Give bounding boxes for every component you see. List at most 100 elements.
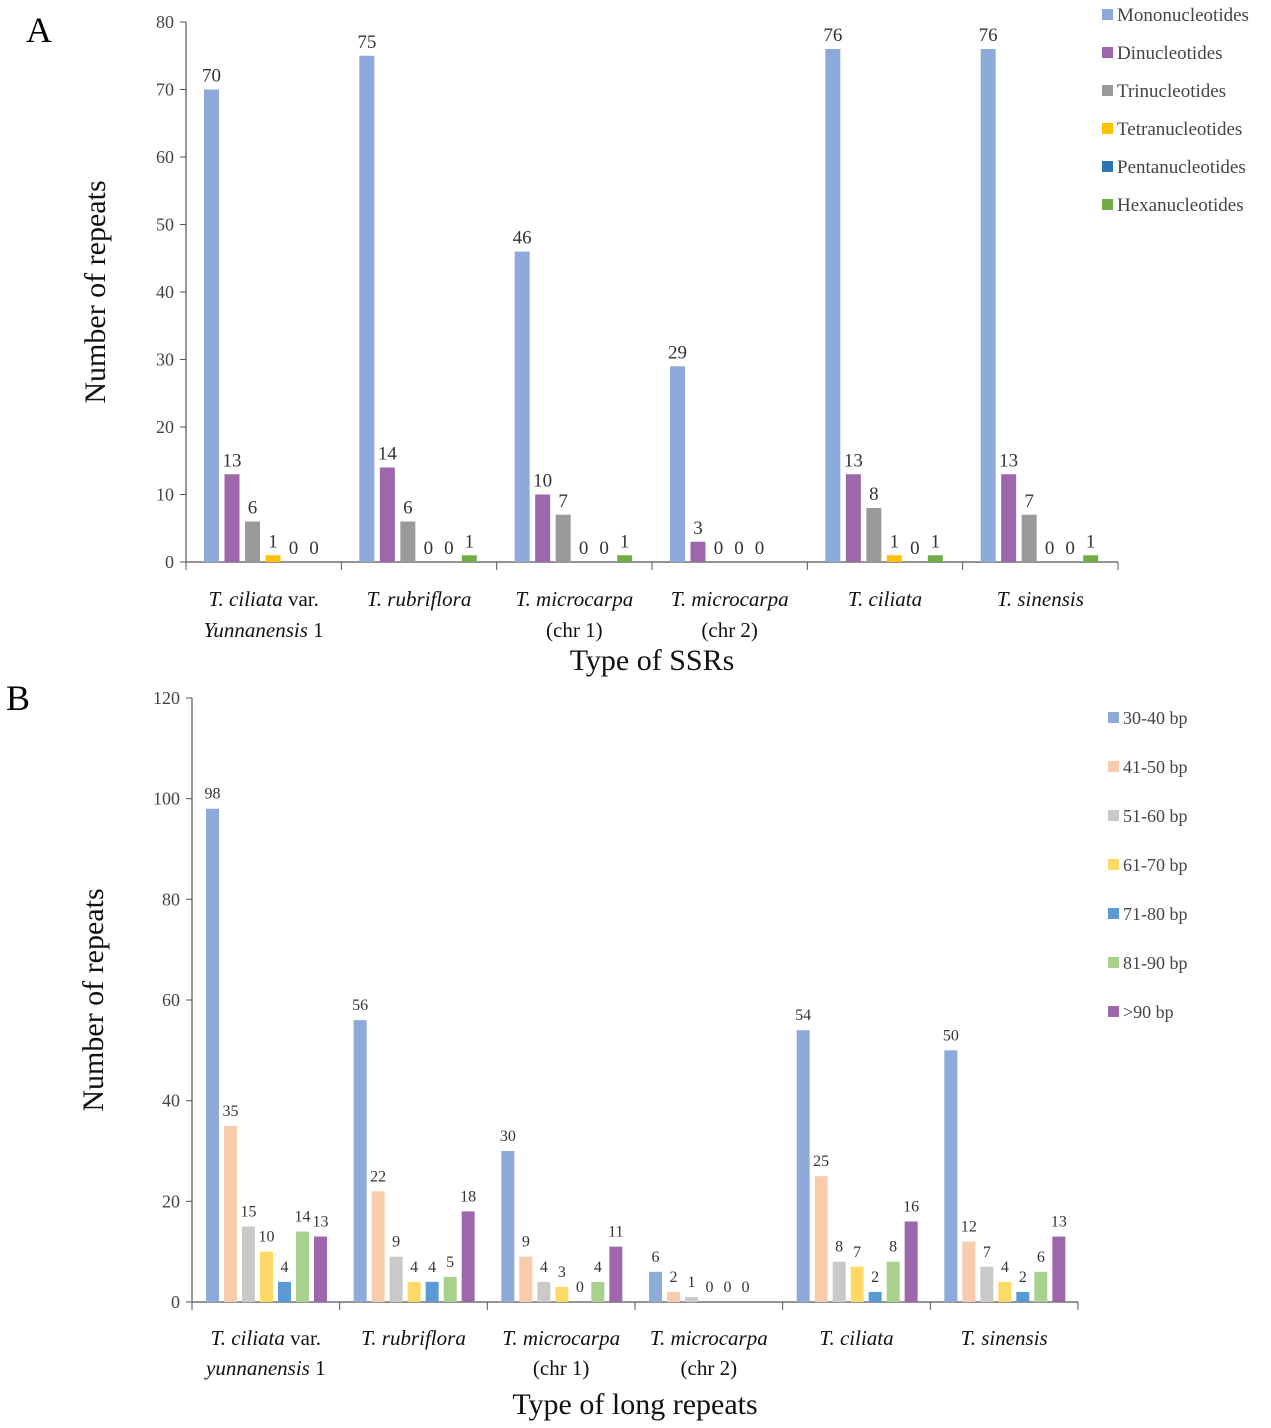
y-tick-label: 80	[156, 12, 174, 32]
bar	[944, 1050, 958, 1302]
bar	[832, 1261, 846, 1302]
bar	[314, 1236, 327, 1302]
y-tick-label: 40	[162, 1091, 180, 1111]
bar	[667, 1291, 680, 1302]
category-label: T. microcarpa	[671, 587, 789, 611]
category-label-part: 1	[308, 618, 324, 642]
data-label: 0	[1065, 538, 1075, 559]
data-label: 0	[309, 538, 319, 559]
bar	[1052, 1236, 1066, 1302]
data-label: 22	[370, 1168, 386, 1185]
bar	[845, 474, 861, 562]
category-label: T. rubriflora	[367, 587, 472, 611]
category-label: T. microcarpa	[515, 587, 633, 611]
category-label-part: T. microcarpa	[650, 1326, 768, 1350]
data-label: 5	[446, 1254, 454, 1271]
legend-label: 71-80 bp	[1123, 904, 1188, 924]
data-label: 16	[903, 1198, 919, 1215]
y-axis-title: Number of repeats	[79, 180, 112, 403]
category-label-part: var.	[285, 1326, 321, 1350]
data-label: 15	[241, 1204, 257, 1221]
data-label: 1	[1086, 531, 1096, 552]
bar	[796, 1030, 810, 1302]
bar	[425, 1281, 439, 1302]
legend-swatch	[1102, 85, 1113, 96]
bar	[980, 49, 996, 562]
data-label: 46	[513, 228, 532, 249]
data-label: 13	[223, 450, 242, 471]
legend-label: >90 bp	[1123, 1002, 1174, 1022]
bar	[519, 1256, 533, 1302]
bar	[461, 1211, 475, 1302]
data-label: 7	[853, 1244, 861, 1261]
bar	[371, 1191, 385, 1302]
data-label: 75	[357, 32, 376, 53]
bar	[998, 1281, 1012, 1302]
bar	[245, 521, 260, 562]
data-label: 50	[943, 1027, 959, 1044]
data-label: 0	[599, 538, 609, 559]
bar	[555, 1286, 569, 1302]
bar	[868, 1291, 882, 1302]
legend-swatch	[1108, 957, 1119, 968]
legend-label: 61-70 bp	[1123, 855, 1188, 875]
data-label: 0	[734, 538, 744, 559]
data-label: 0	[714, 538, 724, 559]
data-label: 3	[693, 518, 703, 539]
bar	[501, 1151, 515, 1302]
bar	[260, 1251, 273, 1302]
data-label: 1	[688, 1274, 696, 1291]
legend-label: Hexanucleotides	[1117, 195, 1244, 216]
legend-label: Mononucleotides	[1117, 5, 1249, 26]
bar	[278, 1281, 291, 1302]
legend-label: 81-90 bp	[1123, 953, 1188, 973]
y-tick-label: 100	[153, 789, 180, 809]
y-tick-label: 60	[156, 147, 174, 167]
data-label: 1	[931, 531, 941, 552]
data-label: 9	[392, 1234, 400, 1251]
category-label: T. microcarpa	[502, 1326, 620, 1350]
category-label-part: T. microcarpa	[502, 1326, 620, 1350]
legend-swatch	[1102, 9, 1113, 20]
bar	[379, 467, 395, 562]
bar	[400, 521, 416, 562]
data-label: 0	[289, 538, 299, 559]
category-label-part: 1	[310, 1356, 326, 1380]
data-label: 1	[465, 531, 475, 552]
category-label-part: (chr 1)	[546, 618, 603, 642]
legend-label: 30-40 bp	[1123, 708, 1188, 728]
bar	[904, 1221, 918, 1302]
bar	[461, 555, 477, 562]
data-label: 0	[742, 1279, 750, 1296]
bar	[591, 1281, 605, 1302]
data-label: 6	[403, 498, 413, 519]
category-label-part: T. sinensis	[961, 1326, 1048, 1350]
legend-label: 51-60 bp	[1123, 806, 1188, 826]
category-label-part: T. ciliata	[211, 1326, 285, 1350]
legend-swatch	[1108, 859, 1119, 870]
category-label-part: T. rubriflora	[367, 587, 472, 611]
data-label: 1	[890, 531, 900, 552]
data-label: 4	[281, 1259, 289, 1276]
data-label: 13	[999, 450, 1018, 471]
panel-b-label: B	[6, 678, 30, 718]
data-label: 1	[620, 531, 630, 552]
bar	[1016, 1291, 1030, 1302]
bar	[265, 555, 281, 562]
bar	[389, 1256, 403, 1302]
data-label: 29	[668, 342, 687, 363]
data-label: 54	[795, 1007, 811, 1024]
data-label: 0	[576, 1279, 584, 1296]
data-label: 11	[608, 1224, 623, 1241]
data-label: 56	[352, 997, 368, 1014]
bar	[609, 1246, 623, 1302]
legend-swatch	[1108, 712, 1119, 723]
data-label: 0	[910, 538, 920, 559]
category-label-part: (chr 2)	[681, 1356, 738, 1380]
category-label-part: T. microcarpa	[515, 587, 633, 611]
x-axis-title: Type of SSRs	[570, 644, 735, 677]
y-tick-label: 20	[156, 417, 174, 437]
data-label: 4	[428, 1259, 436, 1276]
y-tick-label: 60	[162, 990, 180, 1010]
